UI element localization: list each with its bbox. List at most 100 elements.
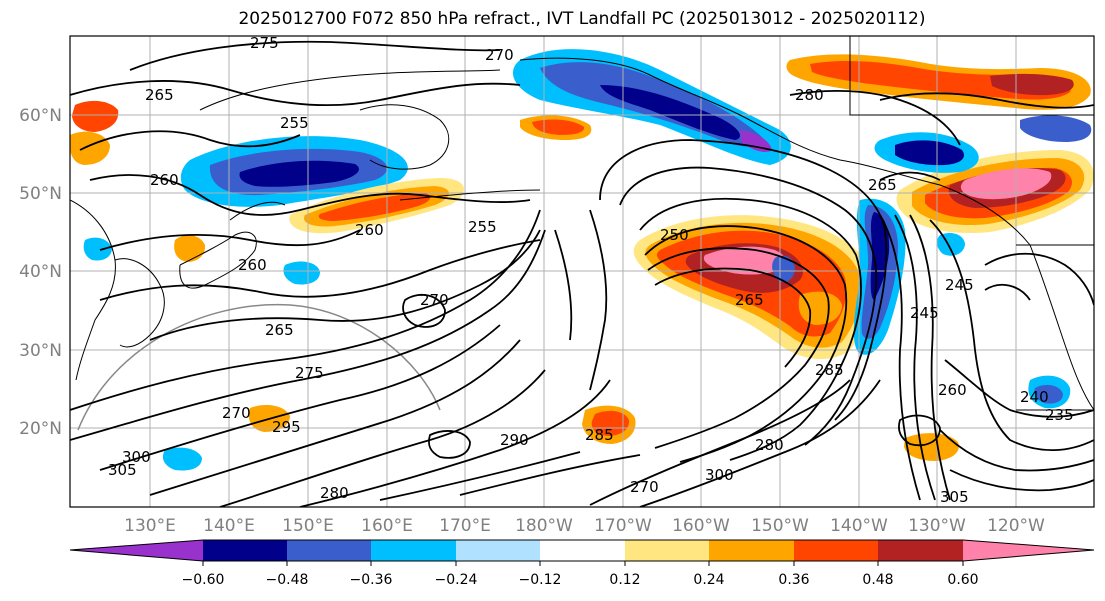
- lon-label: 170°W: [594, 516, 652, 536]
- colorbar-tick-label: 0.36: [778, 572, 809, 588]
- map-title: 2025012700 F072 850 hPa refract., IVT La…: [238, 9, 926, 29]
- positive-anomaly-gulf-pink: [703, 246, 787, 275]
- colorbar-segment: [963, 540, 1094, 561]
- positive-blob-kamchatka-inner: [532, 119, 585, 135]
- lon-label: 130°E: [124, 516, 176, 536]
- contour-label: 280: [755, 436, 784, 454]
- contour-label: 265: [735, 291, 764, 309]
- contour-label: 270: [420, 291, 449, 309]
- region-arc: [77, 303, 441, 431]
- colorbar-segment: [371, 540, 456, 561]
- lon-label: 170°E: [439, 516, 491, 536]
- contour-label: 295: [272, 418, 301, 436]
- colorbar-tick-label: 0.12: [609, 572, 640, 588]
- contour-label: 240: [1020, 388, 1049, 406]
- colorbar-tick-label: −0.24: [435, 572, 478, 588]
- latitude-labels: 60°N 50°N 40°N 30°N 20°N: [19, 106, 62, 439]
- colorbar-tick-label: 0.24: [693, 572, 724, 588]
- positive-blob-west-1: [72, 100, 119, 132]
- negative-blob-mid-1: [283, 261, 320, 285]
- contour-label: 305: [940, 488, 969, 506]
- contour-lines: [70, 40, 1094, 507]
- lon-label: 180°W: [515, 516, 573, 536]
- negative-blob-subtropic-1: [162, 447, 202, 471]
- contour-label: 285: [815, 361, 844, 379]
- positive-anomaly-canada-dark: [990, 73, 1074, 96]
- positive-blob-china: [174, 235, 206, 262]
- contour-label-group: 275 270 265 255 260 260 255 270 265 275 …: [108, 34, 1074, 506]
- lat-label: 60°N: [19, 106, 62, 126]
- contour-label: 270: [222, 404, 251, 422]
- colorbar-segment: [287, 540, 371, 561]
- colorbar-segment: [625, 540, 709, 561]
- negative-anomaly-far-east: [1020, 115, 1092, 142]
- lon-label: 160°E: [361, 516, 413, 536]
- contour-label: 305: [108, 461, 137, 479]
- colorbar-tick-label: 0.60: [947, 572, 978, 588]
- contour-label: 265: [265, 321, 294, 339]
- contour-label: 245: [910, 304, 939, 322]
- contour-label: 255: [280, 114, 309, 132]
- contour-label: 275: [295, 364, 324, 382]
- negative-anomaly-japan-deep: [239, 160, 359, 187]
- lon-label: 140°E: [203, 516, 255, 536]
- negative-anomaly-135w-deep: [870, 212, 890, 300]
- contour-label: 280: [795, 86, 824, 104]
- colorbar-segment: [540, 540, 625, 561]
- negative-pocket-gulf: [772, 255, 795, 283]
- colorbar-segment: [709, 540, 794, 561]
- colorbar: −0.60 −0.48 −0.36 −0.24 −0.12 0.12 0.24 …: [69, 539, 1095, 588]
- positive-blob-subtropic-1-red: [591, 410, 630, 436]
- colorbar-tick-label: −0.60: [182, 572, 225, 588]
- coastlines: [70, 36, 1094, 411]
- contour-label: 260: [355, 221, 384, 239]
- contour-label: 245: [945, 276, 974, 294]
- negative-blob-china: [83, 237, 112, 261]
- lon-label: 130°W: [908, 516, 966, 536]
- colorbar-segment: [794, 540, 878, 561]
- contour-label: 290: [500, 431, 529, 449]
- lon-label: 140°W: [830, 516, 888, 536]
- map-frame: [69, 35, 1095, 508]
- contour-label: 300: [122, 448, 151, 466]
- negative-blob-subtropic-3: [1034, 384, 1063, 404]
- negative-anomaly-canada-east-core: [895, 140, 965, 166]
- contour-label: 260: [938, 381, 967, 399]
- negative-anomaly-north-violet: [740, 130, 772, 153]
- contour-label: 235: [1045, 406, 1074, 424]
- colorbar-tick-label: −0.12: [519, 572, 562, 588]
- contour-label: 285: [585, 426, 614, 444]
- colorbar-tick-label: −0.36: [350, 572, 393, 588]
- contour-label: 255: [468, 218, 497, 236]
- lon-label: 150°W: [751, 516, 809, 536]
- lon-label: 120°W: [987, 516, 1045, 536]
- contour-label: 265: [145, 86, 174, 104]
- contour-label: 265: [868, 176, 897, 194]
- lat-label: 30°N: [19, 341, 62, 361]
- contour-label: 300: [705, 466, 734, 484]
- lon-label: 150°E: [282, 516, 334, 536]
- contour-label: 275: [250, 34, 279, 52]
- positive-blob-west-2: [70, 131, 110, 165]
- contour-label: 260: [238, 256, 267, 274]
- colorbar-segment: [456, 540, 540, 561]
- lat-label: 50°N: [19, 184, 62, 204]
- colorbar-tick-label: 0.48: [862, 572, 893, 588]
- positive-anomaly-pnw-pink: [960, 168, 1052, 200]
- contour-label: 270: [630, 478, 659, 496]
- lat-label: 40°N: [19, 262, 62, 282]
- colorbar-tick-label: −0.48: [266, 572, 309, 588]
- contour-label: 280: [320, 484, 349, 502]
- negative-anomaly-north-deep: [600, 85, 740, 140]
- positive-blob-subtropic-3: [904, 433, 959, 461]
- colorbar-segment: [203, 540, 287, 561]
- lon-label: 160°W: [672, 516, 730, 536]
- colorbar-segment: [878, 540, 963, 561]
- contour-label: 260: [150, 171, 179, 189]
- longitude-labels: 130°E 140°E 150°E 160°E 170°E 180°W 170°…: [124, 516, 1045, 536]
- colorbar-segment: [70, 540, 203, 561]
- contour-label: 270: [485, 46, 514, 64]
- contour-label: 250: [660, 226, 689, 244]
- lat-label: 20°N: [19, 419, 62, 439]
